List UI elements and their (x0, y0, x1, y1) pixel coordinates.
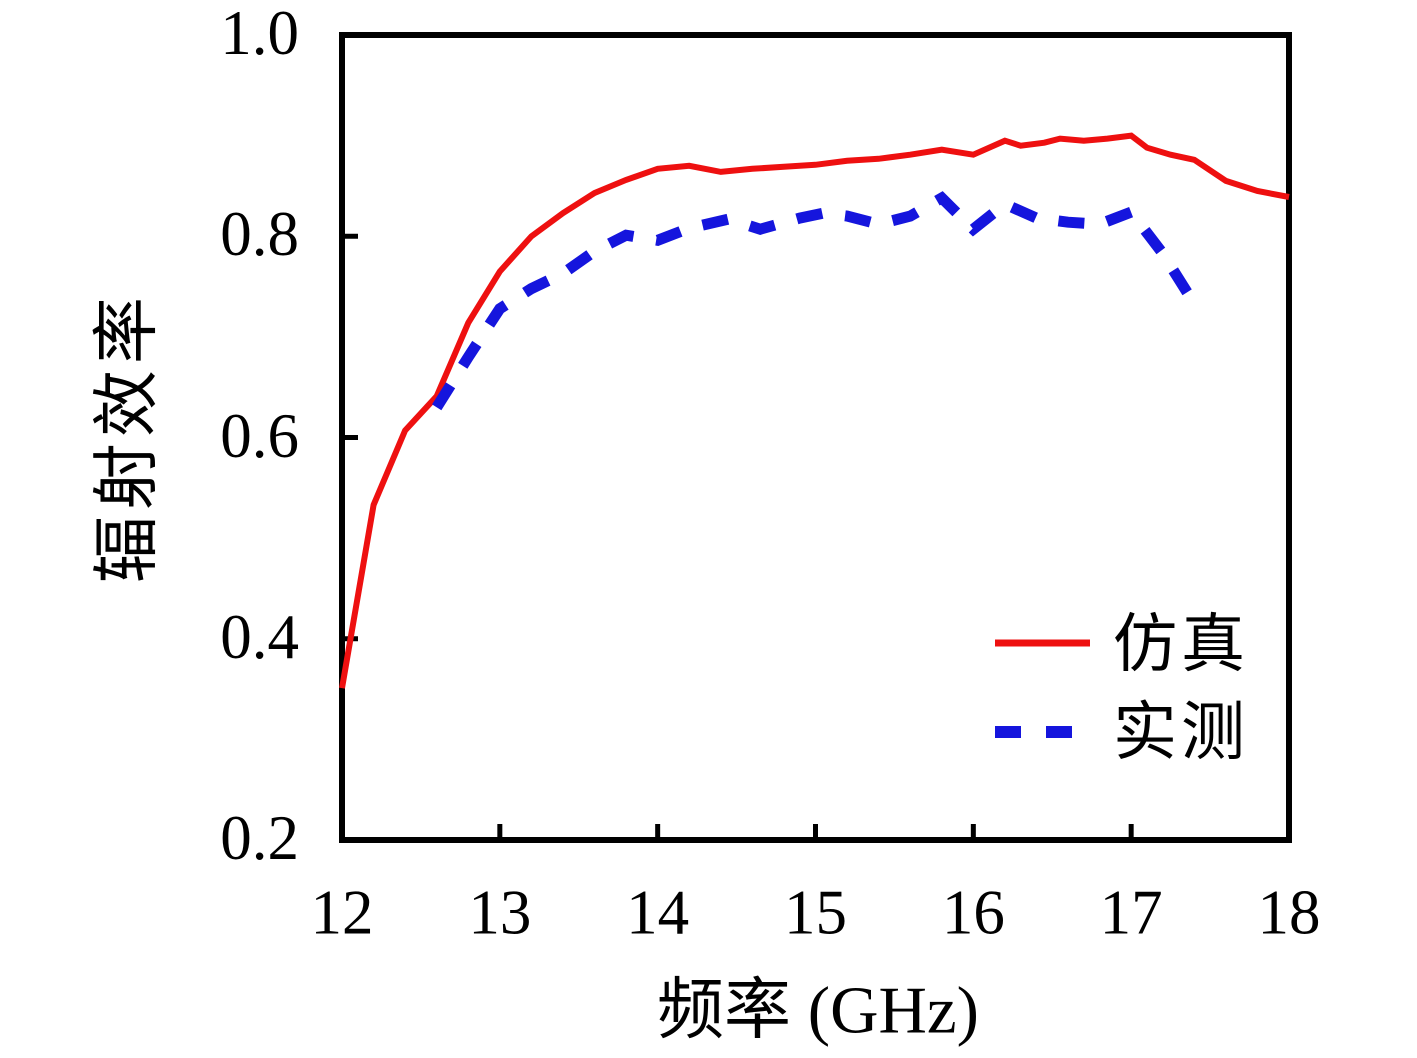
x-tick-label: 17 (1099, 877, 1163, 948)
y-tick-label: 0.6 (220, 400, 299, 471)
y-axis-title: 辐射效率 (90, 291, 165, 583)
y-tick-label: 0.2 (220, 803, 299, 874)
legend-label-simulation: 仿真 (1113, 609, 1249, 680)
x-tick-label: 13 (468, 877, 532, 948)
x-tick-label: 15 (784, 877, 847, 948)
y-tick-label: 1.0 (220, 0, 299, 69)
x-tick-label: 18 (1257, 877, 1321, 948)
simulation-line (339, 132, 1290, 689)
x-axis-title: 频率 (GHz) (657, 973, 979, 1048)
x-tick-label: 12 (310, 877, 374, 948)
x-tick-label: 14 (626, 877, 690, 948)
axis-ticks (342, 233, 1134, 840)
y-tick-label: 0.4 (220, 601, 299, 672)
y-tick-label: 0.8 (220, 199, 299, 270)
measured-line (432, 191, 1199, 411)
legend-label-measured: 实测 (1113, 697, 1249, 768)
x-tick-label: 16 (941, 877, 1005, 948)
